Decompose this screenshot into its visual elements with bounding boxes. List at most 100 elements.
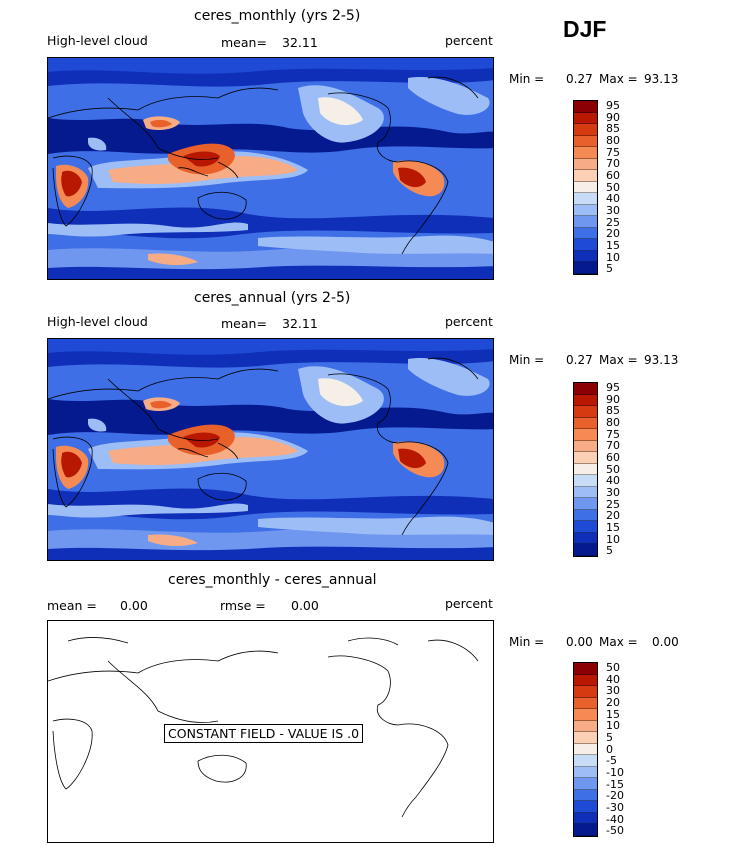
colorbar-label: 80 xyxy=(606,415,620,429)
colorbar-swatch xyxy=(574,801,597,813)
colorbar-swatch xyxy=(574,170,597,182)
colorbar-swatch xyxy=(574,158,597,171)
colorbar-swatch xyxy=(574,147,597,159)
colorbar-swatch xyxy=(574,262,597,274)
colorbar-swatch xyxy=(574,812,597,825)
colorbar-swatch xyxy=(574,216,597,228)
colorbar-label: 10 xyxy=(606,719,620,733)
colorbar-label: 0 xyxy=(606,742,613,756)
colorbar-label: -30 xyxy=(606,800,624,814)
colorbar-label: 90 xyxy=(606,392,620,406)
panel2-max-label: Max = xyxy=(599,353,638,367)
colorbar-label: -40 xyxy=(606,812,624,826)
panel2-min-label: Min = xyxy=(509,353,545,367)
colorbar-label: 15 xyxy=(606,520,620,534)
colorbar-label: 75 xyxy=(606,145,620,159)
colorbar-label: 10 xyxy=(606,532,620,546)
colorbar-label: 20 xyxy=(606,695,620,709)
panel2-title: ceres_annual (yrs 2-5) xyxy=(194,290,351,306)
colorbar-swatch xyxy=(574,778,597,790)
colorbar-swatch xyxy=(574,686,597,698)
colorbar-swatch xyxy=(574,486,597,499)
colorbar-label: 95 xyxy=(606,98,620,112)
panel1-map xyxy=(47,57,494,280)
colorbar-swatch xyxy=(574,521,597,533)
colorbar-label: 40 xyxy=(606,474,620,488)
colorbar-label: 70 xyxy=(606,439,620,453)
panel2-colorbar xyxy=(573,382,598,557)
colorbar-label: -20 xyxy=(606,789,624,803)
colorbar-swatch xyxy=(574,239,597,251)
colorbar-label: 5 xyxy=(606,544,613,558)
panel1-mean-label: mean= xyxy=(221,35,267,50)
colorbar-label: 25 xyxy=(606,215,620,229)
colorbar-swatch xyxy=(574,394,597,407)
colorbar-swatch xyxy=(574,181,597,194)
colorbar-label: 5 xyxy=(606,730,613,744)
panel3-units: percent xyxy=(445,596,493,611)
colorbar-swatch xyxy=(574,498,597,510)
colorbar-label: 40 xyxy=(606,192,620,206)
panel2-units: percent xyxy=(445,314,493,329)
panel2-min-value: 0.27 xyxy=(566,353,593,367)
colorbar-swatch xyxy=(574,697,597,710)
colorbar-swatch xyxy=(574,383,597,395)
colorbar-label: 60 xyxy=(606,450,620,464)
colorbar-swatch xyxy=(574,674,597,687)
colorbar-label: 85 xyxy=(606,122,620,136)
panel2-mean-value: 32.11 xyxy=(282,316,318,331)
colorbar-label: 30 xyxy=(606,485,620,499)
colorbar-swatch xyxy=(574,509,597,522)
colorbar-swatch xyxy=(574,250,597,263)
panel3-rmse-label: rmse = xyxy=(220,598,266,613)
colorbar-label: 50 xyxy=(606,660,620,674)
colorbar-label: -10 xyxy=(606,765,624,779)
colorbar-swatch xyxy=(574,406,597,418)
colorbar-swatch xyxy=(574,732,597,744)
panel1-max-label: Max = xyxy=(599,72,638,86)
colorbar-swatch xyxy=(574,544,597,556)
panel1-max-value: 93.13 xyxy=(644,72,679,86)
colorbar-label: 20 xyxy=(606,227,620,241)
panel1-min-value: 0.27 xyxy=(566,72,593,86)
colorbar-label: 10 xyxy=(606,250,620,264)
colorbar-label: 60 xyxy=(606,168,620,182)
colorbar-label: 70 xyxy=(606,157,620,171)
panel1-title: ceres_monthly (yrs 2-5) xyxy=(194,8,361,24)
panel3-mean-value: 0.00 xyxy=(120,598,148,613)
colorbar-label: 5 xyxy=(606,262,613,276)
colorbar-swatch xyxy=(574,452,597,464)
colorbar-label: 75 xyxy=(606,427,620,441)
colorbar-swatch xyxy=(574,101,597,113)
colorbar-swatch xyxy=(574,720,597,733)
panel1-colorbar xyxy=(573,100,598,275)
colorbar-swatch xyxy=(574,204,597,217)
panel3-max-value: 0.00 xyxy=(652,635,679,649)
colorbar-swatch xyxy=(574,824,597,836)
panel3-min-value: 0.00 xyxy=(566,635,593,649)
season-label: DJF xyxy=(563,16,607,42)
colorbar-label: 15 xyxy=(606,238,620,252)
colorbar-label: 30 xyxy=(606,203,620,217)
panel3-mean-label: mean = xyxy=(47,598,97,613)
panel1-units: percent xyxy=(445,33,493,48)
panel3-min-label: Min = xyxy=(509,635,545,649)
colorbar-label: 15 xyxy=(606,707,620,721)
colorbar-label: 95 xyxy=(606,380,620,394)
colorbar-label: 90 xyxy=(606,110,620,124)
colorbar-label: 50 xyxy=(606,462,620,476)
panel1-cloud-field xyxy=(48,58,493,279)
panel1-min-label: Min = xyxy=(509,72,545,86)
colorbar-swatch xyxy=(574,766,597,779)
colorbar-swatch xyxy=(574,440,597,453)
colorbar-swatch xyxy=(574,429,597,441)
colorbar-label: 30 xyxy=(606,684,620,698)
panel3-title: ceres_monthly - ceres_annual xyxy=(168,572,377,588)
panel1-variable-label: High-level cloud xyxy=(47,33,148,48)
colorbar-label: -15 xyxy=(606,777,624,791)
constant-field-label: CONSTANT FIELD - VALUE IS .0 xyxy=(164,724,364,743)
panel3-colorbar xyxy=(573,662,598,837)
colorbar-swatch xyxy=(574,532,597,545)
panel2-cloud-field xyxy=(48,339,493,560)
panel2-max-value: 93.13 xyxy=(644,353,679,367)
